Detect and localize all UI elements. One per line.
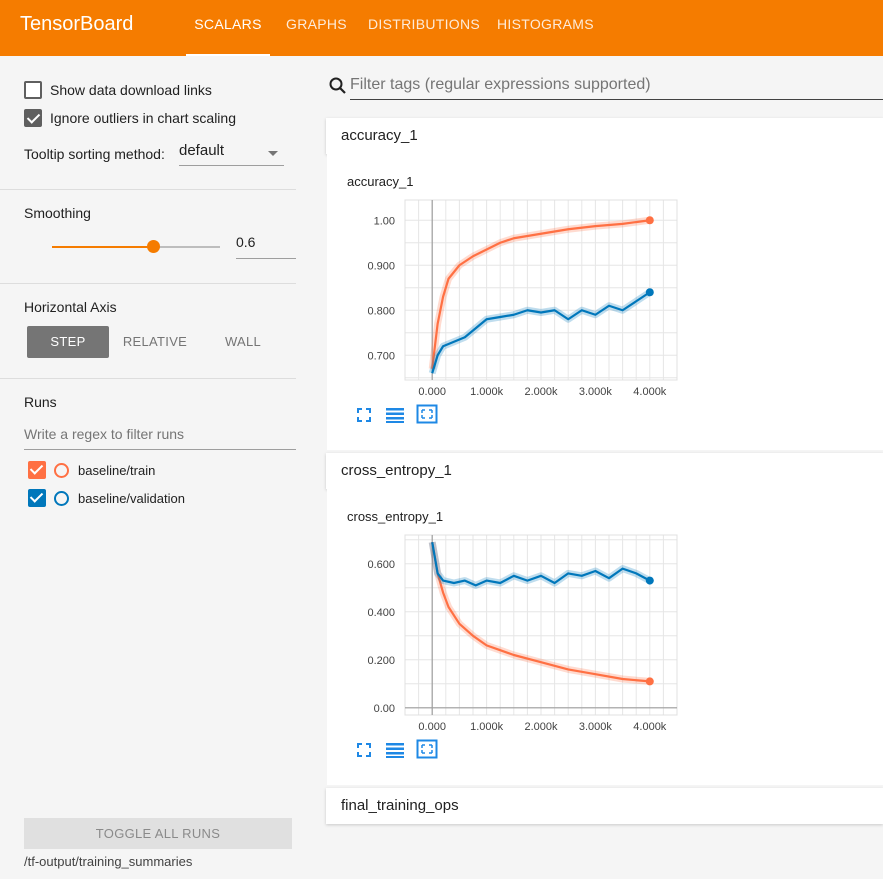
axis-wall-button[interactable]: WALL [224,334,262,349]
run-train-label: baseline/train [78,462,156,478]
smoothing-title: Smoothing [24,205,91,221]
chart-title-cross-entropy: cross_entropy_1 [347,509,444,524]
run-validation-label: baseline/validation [78,490,185,506]
logdir-path: /tf-output/training_summaries [24,854,193,869]
chevron-down-icon [268,151,278,156]
run-train-color-icon[interactable] [54,462,69,478]
y-tick-label: 0.200 [367,655,395,667]
x-tick-label: 2.000k [524,721,558,733]
top-bar: TensorBoard SCALARS GRAPHS DISTRIBUTIONS… [0,0,883,56]
smoothing-slider-knob[interactable] [146,240,160,253]
chart-title-accuracy: accuracy_1 [347,174,414,189]
horizontal-axis-title: Horizontal Axis [24,299,117,315]
smoothing-input[interactable]: 0.6 [236,234,296,259]
x-tick-label: 4.000k [633,721,667,733]
category-header-final-training-ops[interactable]: final_training_ops [326,788,883,824]
y-tick-label: 0.700 [367,350,395,362]
tooltip-sorting-label: Tooltip sorting method: [24,146,165,162]
toggle-all-runs-button[interactable]: TOGGLE ALL RUNS [24,818,292,849]
series-line [431,542,651,587]
show-download-links-checkbox[interactable] [24,81,42,99]
tab-graphs[interactable]: GRAPHS [286,16,347,32]
chart-card-cross-entropy: cross_entropy_1 0.000 1.000k 2.000k 3.000k 4… [327,489,883,785]
show-download-links-label: Show data download links [50,82,212,98]
divider [0,283,296,284]
y-tick-label: 0.800 [367,305,395,317]
smoothing-slider-fill [52,246,153,248]
runs-title: Runs [24,394,57,410]
tab-distributions[interactable]: DISTRIBUTIONS [368,16,481,32]
y-tick-label: 0.900 [367,260,395,272]
ignore-outliers-label: Ignore outliers in chart scaling [50,110,236,126]
divider [0,378,296,379]
tag-filter-input[interactable]: Filter tags (regular expressions support… [350,76,883,100]
run-row-validation[interactable]: baseline/validation [28,488,185,508]
tab-scalars[interactable]: SCALARS [186,0,270,56]
smoothing-slider[interactable] [52,240,220,253]
series-end-point [645,576,654,585]
ignore-outliers-checkbox[interactable] [24,109,42,127]
axis-relative-button[interactable]: RELATIVE [122,334,188,349]
category-header-accuracy[interactable]: accuracy_1 [326,118,883,154]
fullscreen-icon[interactable] [355,741,373,759]
search-icon [329,77,346,94]
x-tick-label: 0.000 [418,721,446,733]
chart-card-accuracy: accuracy_1 0.000 1.000k 2.000k 3.000k 4.000k… [327,154,883,450]
run-row-train[interactable]: baseline/train [28,460,155,480]
x-tick-label: 2.000k [524,386,558,398]
tooltip-sorting-value: default [179,142,225,159]
accuracy-chart[interactable]: 0.000 1.000k 2.000k 3.000k 4.000k 0.700 0.800 0… [327,194,687,434]
x-tick-label: 3.000k [579,721,613,733]
x-tick-label: 0.000 [418,386,446,398]
log-scale-icon[interactable] [385,741,405,759]
y-tick-label: 0.400 [367,607,395,619]
series-end-point [645,288,654,297]
run-validation-color-icon[interactable] [54,490,69,506]
tooltip-sorting-dropdown[interactable]: default [179,140,284,166]
fit-domain-icon[interactable] [416,739,438,759]
series-line [431,542,650,683]
axis-step-button[interactable]: STEP [27,326,109,358]
series-end-point [645,216,654,225]
y-tick-label: 0.600 [367,559,395,571]
cross-entropy-chart[interactable]: 0.000 1.000k 2.000k 3.000k 4.000k 0.00 0.200 0.… [327,529,687,769]
show-download-links-row[interactable]: Show data download links [24,80,212,100]
series-end-point [645,677,654,686]
y-tick-label: 0.00 [374,703,395,715]
x-tick-label: 1.000k [470,386,504,398]
x-tick-label: 3.000k [579,386,613,398]
log-scale-icon[interactable] [385,406,405,424]
run-validation-checkbox[interactable] [28,489,46,507]
fit-domain-icon[interactable] [416,404,438,424]
x-tick-label: 1.000k [470,721,504,733]
tab-histograms[interactable]: HISTOGRAMS [497,16,594,32]
plot-area [404,199,678,381]
ignore-outliers-row[interactable]: Ignore outliers in chart scaling [24,108,236,128]
x-tick-label: 4.000k [633,386,667,398]
fullscreen-icon[interactable] [355,406,373,424]
plot-area [404,534,678,716]
y-tick-label: 1.00 [374,215,395,227]
divider [0,189,296,190]
brand-title: TensorBoard [20,13,134,35]
category-header-cross-entropy[interactable]: cross_entropy_1 [326,453,883,489]
run-train-checkbox[interactable] [28,461,46,479]
run-filter-input[interactable]: Write a regex to filter runs [24,426,296,450]
sidebar: Show data download links Ignore outliers… [0,56,312,879]
series-line [431,291,651,374]
series-line [431,219,650,369]
